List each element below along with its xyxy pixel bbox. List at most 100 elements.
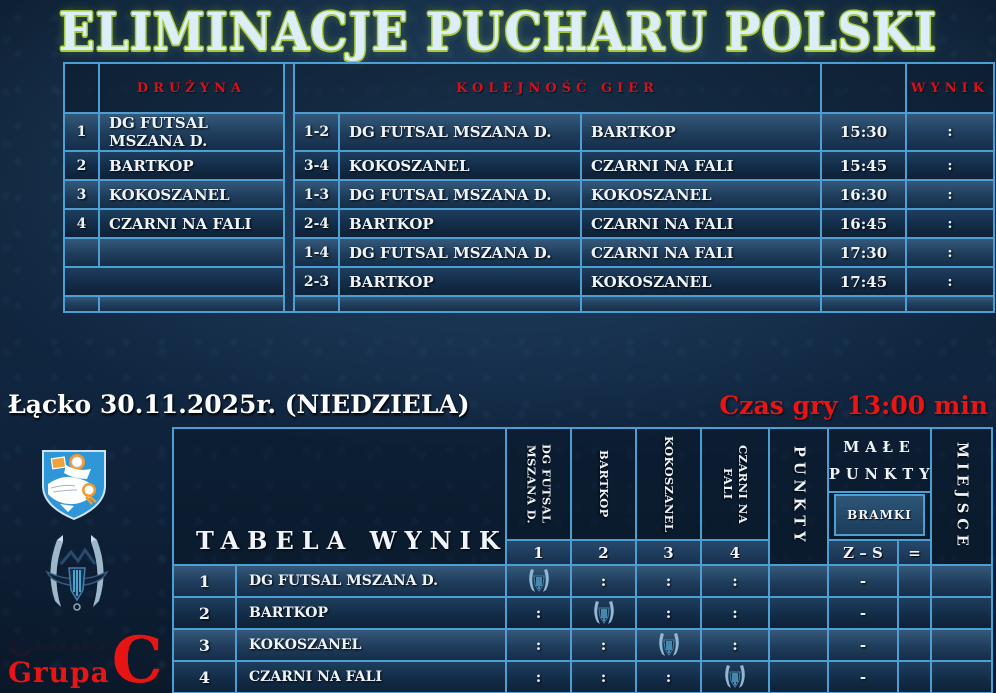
opponent-header-3: KOKOSZANEL xyxy=(635,427,703,541)
match-score-cell: : xyxy=(700,564,771,598)
match-score-cell: : xyxy=(635,564,703,598)
game-time-note: Czas gry 13:00 min xyxy=(719,391,988,420)
column-number-cell: 3 xyxy=(635,539,703,566)
results-row: 3 KOKOSZANEL : : : - xyxy=(172,628,994,662)
game-pair-cell: 2-3 xyxy=(293,266,340,297)
place-cell xyxy=(930,660,994,693)
game-time-cell: 17:45 xyxy=(820,266,907,297)
empty-cell xyxy=(338,295,582,313)
game-score-cell: : xyxy=(905,266,995,297)
team-name-cell: CZARNI NA FALI xyxy=(98,208,285,239)
points-cell xyxy=(768,564,830,598)
lacko-coat-of-arms xyxy=(42,450,106,521)
small-points-line1: MAŁE xyxy=(843,439,916,456)
match-score-cell: : xyxy=(635,596,703,630)
team-number-header-cell xyxy=(63,62,100,114)
table-spacer xyxy=(283,113,295,151)
game-home-cell: KOKOSZANEL xyxy=(338,150,582,181)
opponent-header-1: DG FUTSAL MSZANA D. xyxy=(505,427,573,541)
results-row: 1 DG FUTSAL MSZANA D. : : : - xyxy=(172,564,994,598)
team-name-cell: KOKOSZANEL xyxy=(98,179,285,210)
schedule-table: DRUŻYNA KOLEJNOŚĆ GIER WYNIK 1 DG FUTSAL… xyxy=(63,62,995,313)
row-team-cell: CZARNI NA FALI xyxy=(234,660,508,693)
game-time-cell: 16:30 xyxy=(820,179,907,210)
table-spacer xyxy=(283,267,295,296)
goals-diff-cell: - xyxy=(827,596,900,630)
game-pair-cell: 1-3 xyxy=(293,179,340,210)
goals-header-cell: BRAMKI xyxy=(827,491,933,541)
page-title: ELIMINACJE PUCHARU POLSKI xyxy=(58,2,938,64)
match-score-cell: : xyxy=(700,596,771,630)
schedule-row: 1 DG FUTSAL MSZANA D. 1-2 DG FUTSAL MSZA… xyxy=(63,112,995,152)
row-number-cell: 2 xyxy=(172,596,237,630)
group-letter: C xyxy=(111,623,163,693)
empty-cell xyxy=(820,295,907,313)
opponent-header-label: DG FUTSAL MSZANA D. xyxy=(524,444,554,524)
games-col-header: KOLEJNOŚĆ GIER xyxy=(293,62,822,114)
game-score-cell: : xyxy=(905,179,995,210)
match-score-cell: : xyxy=(635,660,703,693)
game-pair-cell: 2-4 xyxy=(293,208,340,239)
row-number-cell: 1 xyxy=(172,564,237,598)
column-number-cell: 2 xyxy=(570,539,638,566)
game-time-cell: 16:45 xyxy=(820,208,907,239)
empty-cell xyxy=(293,295,340,313)
empty-cell xyxy=(98,237,285,268)
group-letter-reflection: C xyxy=(111,619,163,693)
points-cell xyxy=(768,660,830,693)
schedule-row: 3 KOKOSZANEL 1-3 DG FUTSAL MSZANA D. KOK… xyxy=(63,179,995,210)
goals-diff-cell: - xyxy=(827,564,900,598)
equals-cell xyxy=(897,596,933,630)
empty-cell xyxy=(98,295,285,313)
opponent-header-label: KOKOSZANEL xyxy=(662,435,677,533)
goals-header-box: BRAMKI xyxy=(834,494,926,537)
goals-diff-cell: - xyxy=(827,628,900,662)
game-away-cell: CZARNI NA FALI xyxy=(580,208,822,239)
team-name-cell: DG FUTSAL MSZANA D. xyxy=(98,112,285,152)
team-name-cell: BARTKOP xyxy=(98,150,285,181)
game-away-cell: CZARNI NA FALI xyxy=(580,150,822,181)
match-score-cell: : xyxy=(700,628,771,662)
table-spacer xyxy=(283,62,295,113)
goals-header-row: BRAMKI xyxy=(173,491,992,541)
match-score-cell: : xyxy=(570,564,638,598)
schedule-footer-row xyxy=(63,295,995,313)
row-team-cell: DG FUTSAL MSZANA D. xyxy=(234,564,508,598)
column-number-cell: 1 xyxy=(505,539,573,566)
results-title-cell: TABELA WYNIKÓW xyxy=(171,427,508,566)
club-crest-icon xyxy=(658,632,679,656)
table-spacer xyxy=(283,238,295,267)
match-score-cell: : xyxy=(505,596,573,630)
schedule-row: 4 CZARNI NA FALI 2-4 BARTKOP CZARNI NA F… xyxy=(63,208,995,239)
empty-cell xyxy=(63,295,100,313)
game-score-cell: : xyxy=(905,208,995,239)
equals-cell xyxy=(897,628,933,662)
equals-header-cell: = xyxy=(897,539,933,566)
place-cell xyxy=(930,564,994,598)
row-number-cell: 4 xyxy=(172,660,237,693)
goals-diff-header-cell: Z – S xyxy=(827,539,900,566)
group-label-reflection: Grupa C xyxy=(8,619,163,693)
time-col-header-cell xyxy=(820,62,907,114)
match-score-cell: : xyxy=(505,660,573,693)
small-points-header-cell: MAŁE PUNKTY xyxy=(827,426,933,494)
game-time-cell: 17:30 xyxy=(820,237,907,268)
results-table: TABELA WYNIKÓW DG FUTSAL MSZANA D. BARTK… xyxy=(171,426,994,693)
game-pair-cell: 1-4 xyxy=(293,237,340,268)
table-spacer xyxy=(283,296,295,313)
club-crest-icon xyxy=(725,664,745,688)
table-spacer xyxy=(283,151,295,180)
points-cell xyxy=(768,596,830,630)
group-label: Grupa C xyxy=(8,623,163,693)
group-word: Grupa xyxy=(8,656,110,689)
points-header-cell: PUNKTY xyxy=(768,427,830,566)
goals-diff-cell: - xyxy=(827,660,900,693)
empty-cell xyxy=(580,295,822,313)
club-crest-icon xyxy=(593,600,614,624)
schedule-row: 2-3 BARTKOP KOKOSZANEL 17:45 : xyxy=(63,266,995,297)
match-score-cell: : xyxy=(505,628,573,662)
opponent-header-label: BARTKOP xyxy=(597,450,612,518)
match-score-cell: : xyxy=(570,660,638,693)
game-score-cell: : xyxy=(905,237,995,268)
